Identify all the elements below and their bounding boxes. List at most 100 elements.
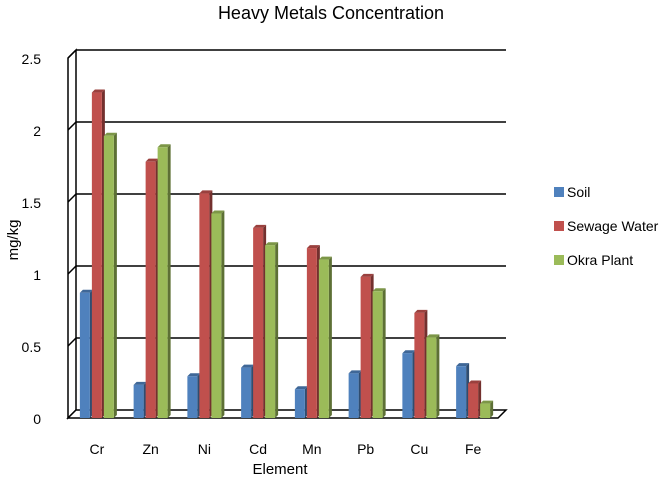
y-tick-label: 1: [33, 267, 41, 283]
bar-top: [91, 89, 105, 93]
bar-front: [133, 384, 144, 418]
bar-front: [157, 147, 168, 418]
bar-front: [294, 389, 305, 418]
bar: [306, 245, 320, 418]
bar-front: [318, 259, 329, 418]
bar: [360, 273, 374, 418]
bar-top: [426, 334, 440, 338]
bar-top: [306, 245, 320, 249]
legend-swatch: [554, 221, 564, 231]
gridline-side: [67, 265, 77, 275]
bar: [145, 158, 159, 418]
x-tick-label: Zn: [142, 441, 158, 457]
side-wall: [67, 48, 77, 420]
bar-top: [157, 144, 171, 148]
x-tick-label: Ni: [198, 441, 211, 457]
bar-top: [103, 132, 117, 136]
bar: [157, 144, 171, 418]
bar-front: [145, 161, 156, 418]
bar-front: [91, 92, 102, 418]
bar: [103, 132, 117, 418]
bar: [456, 363, 470, 418]
bar: [79, 289, 93, 418]
plot-area: 0 0.5 1 1.5 2 2.5 Cr Zn Ni Cd Mn Pb Cu Fe: [22, 48, 508, 457]
y-tick-label: 0.5: [22, 339, 42, 355]
bar-top: [79, 289, 93, 293]
bar-top: [456, 363, 470, 367]
legend-swatch: [554, 187, 564, 197]
bar-front: [456, 366, 467, 418]
x-axis-label: Element: [252, 461, 308, 478]
bar-front: [187, 376, 198, 418]
bar: [480, 400, 494, 418]
bar-side: [113, 132, 117, 418]
x-tick-label: Mn: [302, 441, 321, 457]
bar-top: [294, 386, 308, 390]
bar: [241, 364, 255, 418]
bar-side: [382, 288, 386, 418]
bar-top: [360, 273, 374, 277]
bar: [199, 190, 213, 418]
bar-front: [480, 403, 491, 418]
bar-top: [133, 381, 147, 385]
bar: [468, 380, 482, 418]
x-tick-label: Cd: [249, 441, 267, 457]
legend-label: Okra Plant: [567, 252, 633, 268]
bar-top: [348, 370, 362, 374]
bar-top: [211, 210, 225, 214]
y-tick-label: 2.5: [22, 51, 42, 67]
bar-top: [402, 350, 416, 354]
bar-front: [103, 135, 114, 418]
bar-front: [348, 373, 359, 418]
x-tick-label: Cu: [410, 441, 428, 457]
bar-side: [167, 144, 171, 418]
bar-front: [306, 248, 317, 418]
bar-front: [211, 213, 222, 418]
bar-top: [199, 190, 213, 194]
x-tick-label: Cr: [89, 441, 104, 457]
bar-side: [436, 334, 440, 418]
x-tick-label: Pb: [357, 441, 374, 457]
bar-top: [372, 288, 386, 292]
bar-front: [199, 193, 210, 418]
bar-top: [480, 400, 494, 404]
bar-side: [275, 242, 279, 418]
bar: [402, 350, 416, 418]
bar: [426, 334, 440, 418]
bar: [91, 89, 105, 418]
bar-front: [253, 227, 264, 418]
bar-top: [468, 380, 482, 384]
y-axis-label: mg/kg: [5, 220, 22, 261]
bar: [211, 210, 225, 418]
bar-front: [360, 276, 371, 418]
bar-side: [328, 256, 332, 418]
bar-front: [265, 245, 276, 418]
gridline-side: [67, 49, 77, 59]
bar-front: [426, 337, 437, 418]
bar: [318, 256, 332, 418]
bar-top: [265, 242, 279, 246]
bar: [348, 370, 362, 418]
legend-label: Soil: [567, 184, 590, 200]
bar-top: [253, 224, 267, 228]
bar-front: [241, 367, 252, 418]
bar-front: [468, 383, 479, 418]
y-tick-label: 2: [33, 123, 41, 139]
bar: [253, 224, 267, 418]
x-tick-label: Fe: [465, 441, 482, 457]
bar-top: [187, 373, 201, 377]
legend-label: Sewage Water: [567, 218, 659, 234]
bar-front: [79, 292, 90, 418]
bar-top: [145, 158, 159, 162]
bar-top: [318, 256, 332, 260]
bar: [294, 386, 308, 418]
bar: [414, 309, 428, 418]
bar-side: [490, 400, 494, 418]
y-tick-label: 0: [33, 411, 41, 427]
bar-side: [221, 210, 225, 418]
bar-top: [414, 309, 428, 313]
gridline-side: [67, 193, 77, 203]
gridline-side: [67, 337, 77, 347]
bar: [133, 381, 147, 418]
